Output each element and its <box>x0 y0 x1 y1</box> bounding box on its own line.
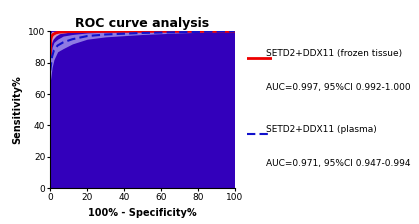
Text: SETD2+DDX11 (frozen tissue): SETD2+DDX11 (frozen tissue) <box>266 49 402 58</box>
Y-axis label: Sensitivity%: Sensitivity% <box>13 75 23 144</box>
Title: ROC curve analysis: ROC curve analysis <box>75 17 210 30</box>
Text: AUC=0.997, 95%CI 0.992-1.000: AUC=0.997, 95%CI 0.992-1.000 <box>266 83 411 92</box>
Text: AUC=0.971, 95%CI 0.947-0.994: AUC=0.971, 95%CI 0.947-0.994 <box>266 159 411 168</box>
Text: SETD2+DDX11 (plasma): SETD2+DDX11 (plasma) <box>266 125 377 134</box>
X-axis label: 100% - Specificity%: 100% - Specificity% <box>88 208 197 218</box>
